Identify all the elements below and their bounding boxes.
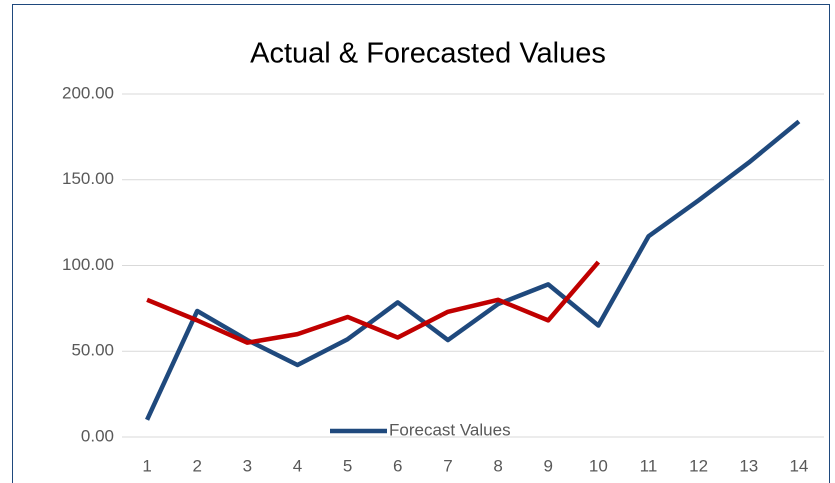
x-tick-label: 5 [343,456,352,475]
x-tick-label: 1 [142,456,151,475]
chart-frame [12,4,830,483]
x-tick-label: 14 [789,456,808,475]
y-tick-label: 200.00 [62,83,114,102]
chart-title: Actual & Forecasted Values [250,38,606,70]
x-tick-label: 4 [293,456,302,475]
y-tick-label: 0.00 [81,426,114,445]
y-tick-label: 150.00 [62,169,114,188]
y-tick-label: 50.00 [71,341,114,360]
x-tick-label: 8 [493,456,502,475]
x-tick-label: 11 [640,456,658,475]
x-tick-label: 2 [192,456,201,475]
x-tick-label: 12 [689,456,708,475]
series-line [145,119,801,421]
x-tick-label: 10 [589,456,608,475]
x-tick-label: 13 [739,456,758,475]
x-tick-label: 7 [443,456,452,475]
legend-label: Forecast Values [389,420,511,439]
x-tick-label: 9 [543,456,552,475]
series-line [146,260,601,345]
x-tick-label: 6 [393,456,402,475]
x-tick-label: 3 [243,456,252,475]
y-tick-label: 100.00 [62,255,114,274]
